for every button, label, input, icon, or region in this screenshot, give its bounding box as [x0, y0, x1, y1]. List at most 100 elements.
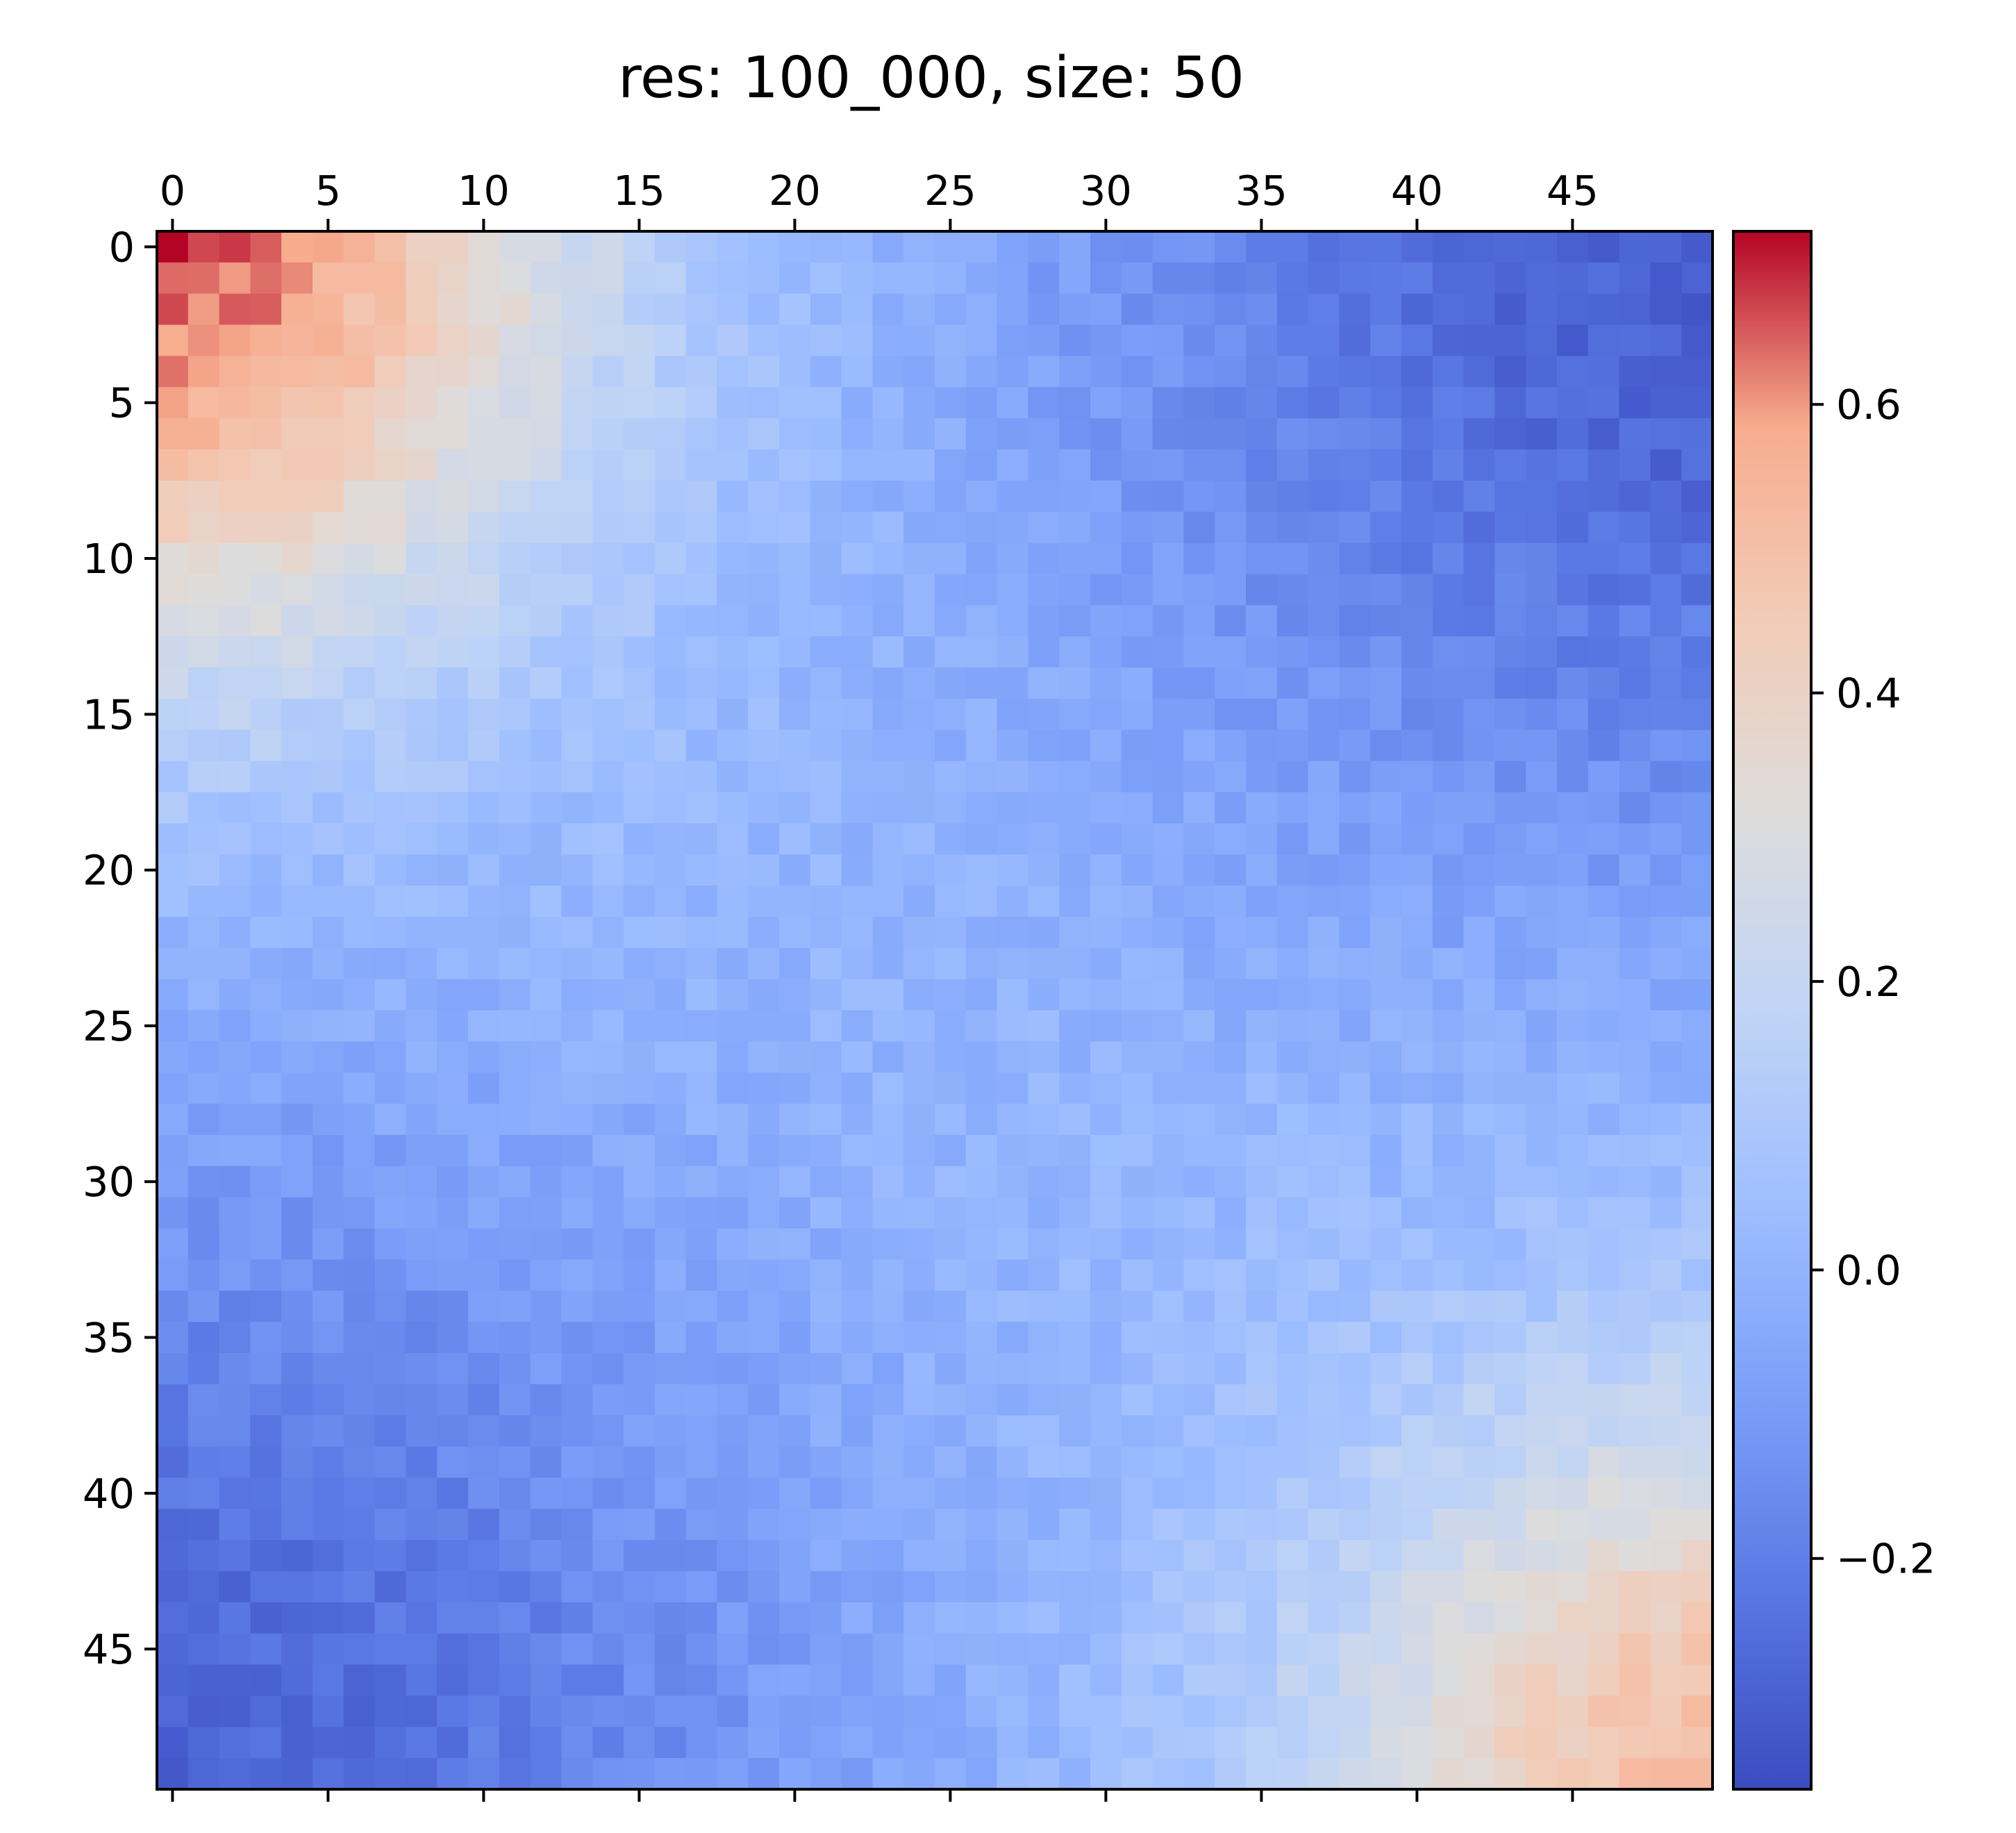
heatmap-cell	[1463, 1695, 1495, 1727]
heatmap-cell	[1152, 916, 1184, 949]
heatmap-cell	[188, 854, 220, 886]
heatmap-cell	[779, 449, 811, 481]
heatmap-cell	[1432, 1758, 1465, 1790]
heatmap-cell	[157, 854, 189, 886]
heatmap-cell	[624, 886, 656, 918]
heatmap-cell	[530, 1352, 562, 1385]
heatmap-cell	[1028, 636, 1060, 668]
heatmap-cell	[717, 356, 749, 388]
heatmap-cell	[219, 947, 251, 980]
heatmap-cell	[592, 1664, 624, 1697]
heatmap-cell	[685, 1072, 717, 1104]
y-tick-label: 40	[83, 1470, 135, 1518]
heatmap-cell	[1370, 1228, 1402, 1260]
heatmap-cell	[1308, 1010, 1340, 1042]
heatmap-cell	[1681, 729, 1713, 762]
heatmap-cell	[1090, 761, 1122, 793]
heatmap-cell	[219, 698, 251, 731]
heatmap-cell	[1276, 356, 1309, 388]
heatmap-cell	[1432, 231, 1465, 263]
heatmap-cell	[1370, 1259, 1402, 1291]
heatmap-cell	[313, 356, 344, 388]
heatmap-cell	[872, 1509, 904, 1541]
heatmap-cell	[219, 667, 251, 699]
heatmap-cell	[1276, 1228, 1309, 1260]
heatmap-cell	[1526, 1602, 1558, 1634]
heatmap-cell	[406, 1384, 438, 1416]
heatmap-cell	[1557, 1041, 1589, 1073]
heatmap-cell	[157, 1352, 189, 1385]
heatmap-cell	[250, 262, 282, 295]
heatmap-cell	[810, 1664, 842, 1697]
heatmap-cell	[685, 605, 717, 637]
heatmap-cell	[1183, 1072, 1215, 1104]
heatmap-cell	[219, 1072, 251, 1104]
heatmap-cell	[281, 823, 313, 855]
heatmap-cell	[1246, 886, 1278, 918]
heatmap-cell	[561, 1758, 593, 1790]
heatmap-cell	[1650, 1197, 1682, 1229]
heatmap-cell	[779, 667, 811, 699]
heatmap-cell	[1681, 1291, 1713, 1322]
heatmap-cell	[903, 262, 935, 295]
heatmap-cell	[997, 698, 1028, 731]
heatmap-cell	[343, 1072, 376, 1104]
heatmap-cell	[1588, 574, 1620, 606]
heatmap-cell	[1152, 1166, 1184, 1198]
heatmap-cell	[872, 1570, 904, 1603]
heatmap-cell	[872, 1415, 904, 1448]
heatmap-cell	[1308, 761, 1340, 793]
heatmap-cell	[1494, 1570, 1526, 1603]
heatmap-cell	[530, 605, 562, 637]
heatmap-cell	[437, 387, 469, 419]
heatmap-cell	[1059, 823, 1091, 855]
heatmap-cell	[530, 356, 562, 388]
heatmap-cell	[717, 698, 749, 731]
heatmap-cell	[717, 1197, 749, 1229]
heatmap-cell	[561, 636, 593, 668]
heatmap-cell	[437, 1291, 469, 1322]
heatmap-cell	[406, 231, 438, 263]
heatmap-cell	[1619, 886, 1651, 918]
heatmap-cell	[468, 979, 500, 1011]
heatmap-cell	[374, 1322, 406, 1354]
heatmap-cell	[1681, 542, 1713, 575]
heatmap-cell	[406, 605, 438, 637]
heatmap-cell	[1276, 1197, 1309, 1229]
heatmap-cell	[499, 979, 531, 1011]
heatmap-cell	[685, 698, 717, 731]
heatmap-cell	[654, 1010, 687, 1042]
heatmap-cell	[1339, 293, 1371, 326]
heatmap-cell	[1059, 1477, 1091, 1509]
heatmap-cell	[313, 418, 344, 450]
heatmap-cell	[1246, 1166, 1278, 1198]
heatmap-cell	[1183, 356, 1215, 388]
heatmap-cell	[219, 1384, 251, 1416]
heatmap-cell	[1650, 356, 1682, 388]
heatmap-cell	[219, 1352, 251, 1385]
heatmap-cell	[437, 667, 469, 699]
heatmap-cell	[685, 761, 717, 793]
heatmap-cell	[561, 1633, 593, 1666]
heatmap-cell	[717, 636, 749, 668]
heatmap-cell	[1308, 1291, 1340, 1322]
heatmap-cell	[997, 636, 1028, 668]
heatmap-cell	[374, 1633, 406, 1666]
heatmap-cell	[499, 293, 531, 326]
heatmap-cell	[1028, 480, 1060, 513]
heatmap-cell	[1370, 1602, 1402, 1634]
heatmap-cell	[748, 480, 780, 513]
heatmap-cell	[1526, 1540, 1558, 1572]
heatmap-cell	[1339, 418, 1371, 450]
heatmap-cell	[903, 1633, 935, 1666]
heatmap-cell	[1308, 1477, 1340, 1509]
x-tick-label: 20	[769, 167, 821, 215]
heatmap-cell	[468, 1352, 500, 1385]
heatmap-cell	[437, 293, 469, 326]
heatmap-cell	[1215, 1352, 1247, 1385]
heatmap-cell	[1246, 1727, 1278, 1759]
heatmap-cell	[1276, 854, 1309, 886]
heatmap-cell	[1059, 1322, 1091, 1354]
heatmap-cell	[437, 1570, 469, 1603]
heatmap-cell	[717, 761, 749, 793]
